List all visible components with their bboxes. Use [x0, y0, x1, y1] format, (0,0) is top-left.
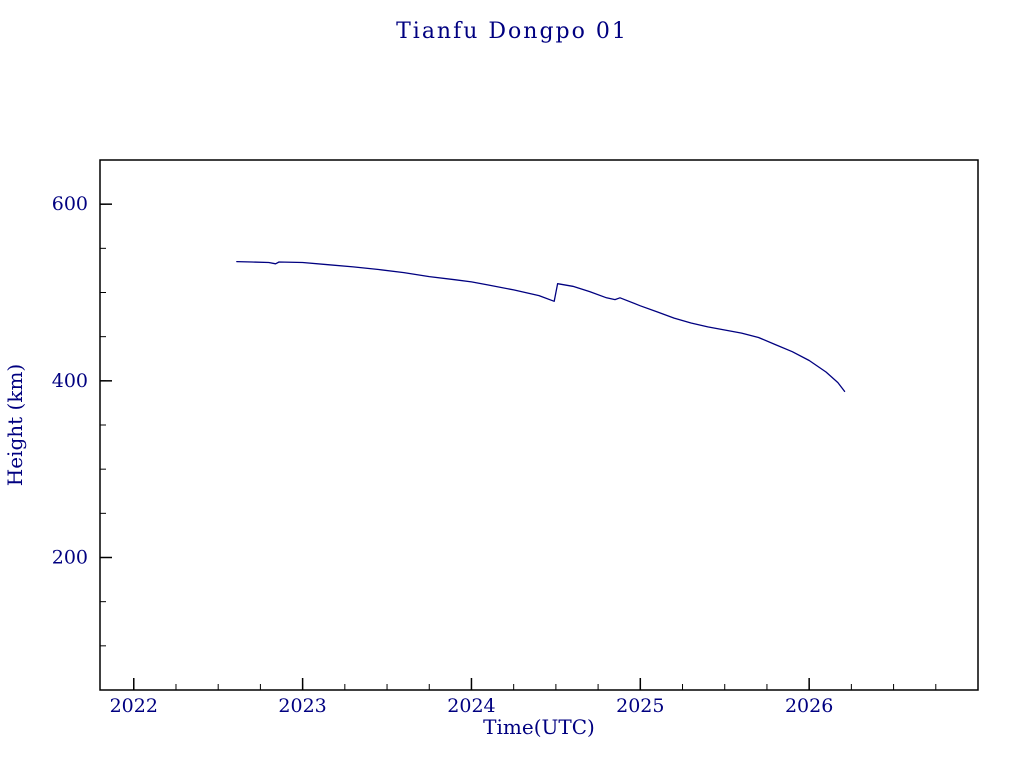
chart-title: Tianfu Dongpo 01	[396, 19, 628, 44]
height-series-line	[236, 260, 846, 393]
x-tick-label: 2025	[616, 695, 664, 717]
y-tick-label: 600	[52, 193, 88, 215]
x-tick-label: 2023	[278, 695, 326, 717]
y-tick-label: 400	[52, 370, 88, 392]
x-tick-label: 2022	[110, 695, 158, 717]
plot-area: 2022 2023 2024 2025 2026 200 400 600	[52, 159, 979, 717]
y-axis-label: Height (km)	[3, 364, 27, 486]
plot-frame	[99, 159, 979, 691]
x-tick-label: 2026	[785, 695, 833, 717]
x-axis-label: Time(UTC)	[483, 715, 595, 739]
x-tick-label: 2024	[447, 695, 495, 717]
y-tick-label: 200	[52, 547, 88, 569]
